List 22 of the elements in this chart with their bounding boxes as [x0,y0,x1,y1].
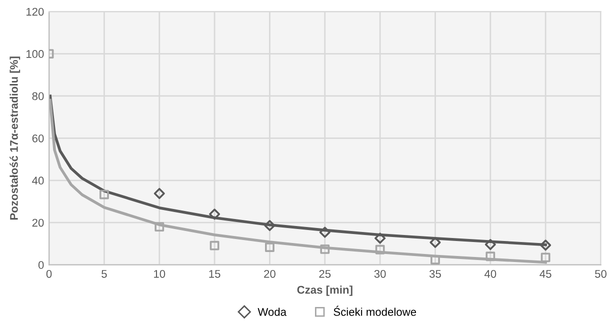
y-tick-label: 60 [32,134,44,142]
legend-label: Woda [258,308,287,316]
y-tick-label: 0 [38,261,44,269]
x-tick-label: 0 [46,270,52,278]
x-tick-label: 45 [540,270,552,278]
y-tick-label: 40 [32,176,44,185]
x-tick-label: 30 [374,270,386,278]
x-axis-title: Czas [min] [297,286,352,296]
x-tick-label: 15 [209,270,220,278]
x-tick-label: 40 [484,270,496,278]
x-tick-label: 35 [429,270,441,278]
x-tick-label: 10 [154,270,166,278]
x-tick-label: 20 [264,270,276,278]
y-tick-label: 20 [32,218,44,227]
legend-label: Ścieki modelowe [334,306,416,316]
y-tick-label: 80 [32,92,44,100]
x-tick-label: 5 [102,270,107,278]
x-tick-label: 25 [319,270,331,278]
x-tick-label: 50 [595,270,606,278]
y-tick-label: 120 [26,8,44,16]
y-tick-label: 100 [26,50,44,58]
y-axis-title: Pozostałość 17α-estradiolu [%] [10,56,20,220]
